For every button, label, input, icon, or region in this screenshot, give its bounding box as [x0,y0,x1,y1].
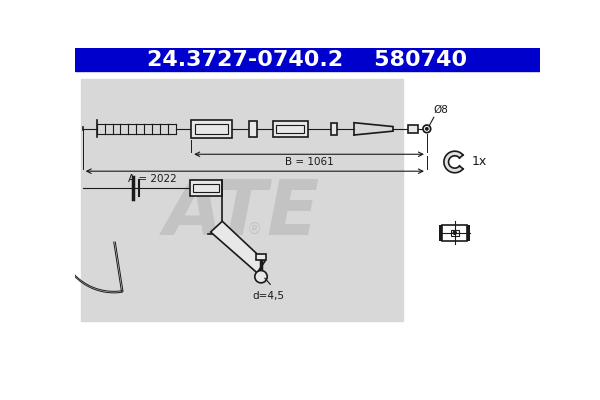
Bar [272,121,308,136]
Bar [193,184,219,192]
Circle shape [425,128,428,130]
Bar [81,79,403,321]
Circle shape [423,125,431,133]
Polygon shape [211,221,265,273]
Circle shape [453,231,457,234]
Text: A = 2022: A = 2022 [128,174,177,184]
Bar [451,230,458,236]
Bar [191,120,232,138]
Bar [190,180,222,196]
Circle shape [255,270,267,283]
Bar [467,225,470,240]
Bar [276,124,304,133]
Text: ATE: ATE [164,176,320,250]
Bar [439,225,442,240]
Bar [408,125,418,133]
Text: 1x: 1x [472,156,487,168]
Text: ®: ® [247,222,262,236]
Bar [250,121,257,136]
Polygon shape [444,151,463,173]
Text: 24.3727-0740.2    580740: 24.3727-0740.2 580740 [148,50,467,70]
Text: B = 1061: B = 1061 [284,157,334,167]
Bar [195,124,227,134]
Bar [75,48,540,71]
Bar [442,225,467,240]
Bar [331,123,337,135]
Text: d=4,5: d=4,5 [253,290,285,300]
Text: Ø8: Ø8 [433,105,448,115]
Bar [256,254,266,260]
